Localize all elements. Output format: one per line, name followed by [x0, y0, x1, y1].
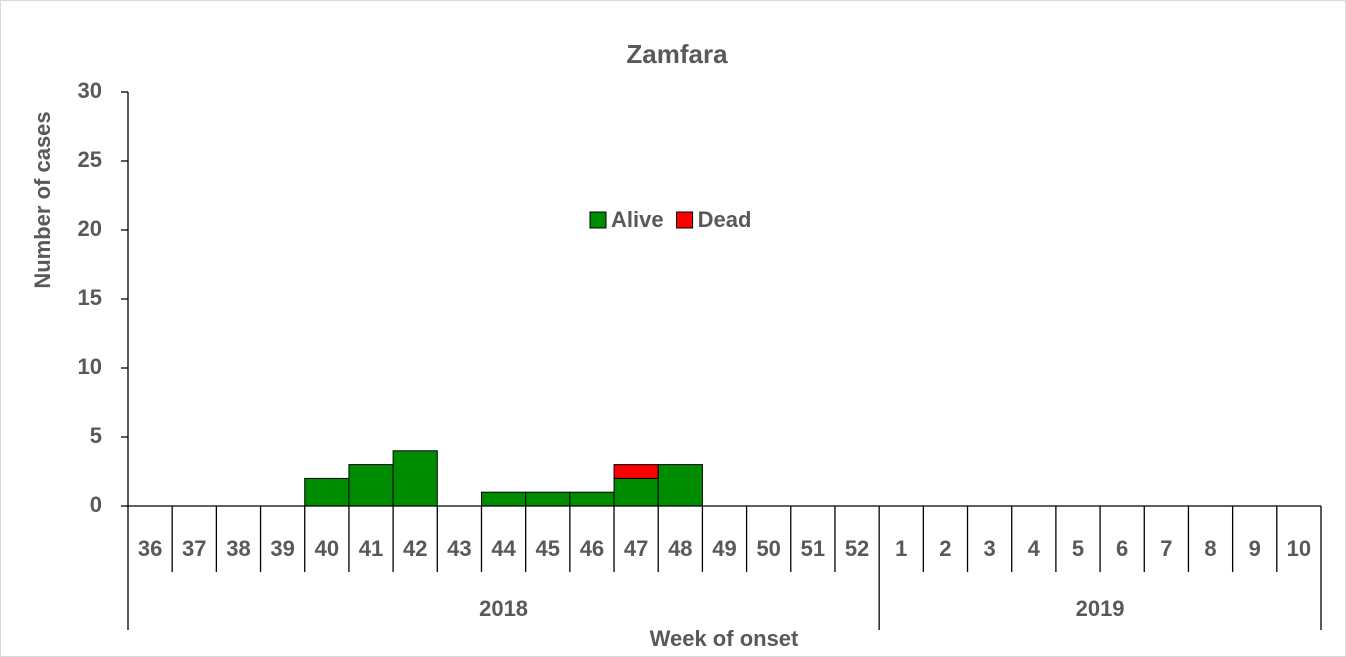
x-tick-label: 38 — [226, 536, 250, 561]
x-tick-label: 6 — [1116, 536, 1128, 561]
x-tick-label: 37 — [182, 536, 206, 561]
x-tick-label: 39 — [270, 536, 294, 561]
bar — [569, 491, 615, 507]
y-tick-label: 0 — [90, 492, 102, 517]
y-tick-label: 10 — [78, 354, 102, 379]
bar — [480, 491, 527, 507]
bar — [613, 477, 659, 507]
x-tick-label: 43 — [447, 536, 471, 561]
x-tick-label: 10 — [1287, 536, 1311, 561]
x-tick-label: 1 — [895, 536, 907, 561]
x-group-label: 2019 — [1076, 596, 1125, 621]
x-axis-title: Week of onset — [650, 626, 799, 651]
legend-label: Alive — [611, 207, 664, 232]
bar — [392, 450, 438, 507]
x-tick-label: 36 — [138, 536, 162, 561]
legend-swatch — [676, 211, 694, 229]
y-tick-label: 20 — [78, 216, 102, 241]
bar — [657, 464, 703, 507]
y-tick-label: 15 — [78, 285, 102, 310]
x-tick-label: 46 — [580, 536, 604, 561]
y-tick-label: 5 — [90, 423, 102, 448]
x-group-label: 2018 — [479, 596, 528, 621]
bar — [304, 477, 350, 507]
x-tick-label: 5 — [1072, 536, 1084, 561]
x-tick-label: 41 — [359, 536, 383, 561]
x-tick-label: 4 — [1028, 536, 1041, 561]
x-tick-label: 40 — [315, 536, 339, 561]
x-tick-label: 8 — [1204, 536, 1216, 561]
x-tick-label: 50 — [756, 536, 780, 561]
bar — [525, 491, 571, 507]
x-tick-label: 45 — [536, 536, 560, 561]
x-tick-label: 47 — [624, 536, 648, 561]
x-tick-label: 2 — [939, 536, 951, 561]
bar — [348, 464, 394, 507]
chart-title: Zamfara — [626, 39, 728, 69]
legend-label: Dead — [698, 207, 752, 232]
y-tick-label: 25 — [78, 147, 102, 172]
x-tick-label: 49 — [712, 536, 736, 561]
legend-swatch — [589, 211, 607, 229]
x-tick-label: 7 — [1160, 536, 1172, 561]
x-tick-label: 9 — [1249, 536, 1261, 561]
x-tick-label: 3 — [983, 536, 995, 561]
y-axis-title: Number of cases — [30, 111, 55, 288]
x-tick-label: 48 — [668, 536, 692, 561]
x-tick-label: 44 — [491, 536, 516, 561]
x-tick-label: 42 — [403, 536, 427, 561]
x-tick-label: 51 — [801, 536, 825, 561]
x-tick-label: 52 — [845, 536, 869, 561]
y-tick-label: 30 — [78, 78, 102, 103]
bar — [613, 464, 659, 479]
